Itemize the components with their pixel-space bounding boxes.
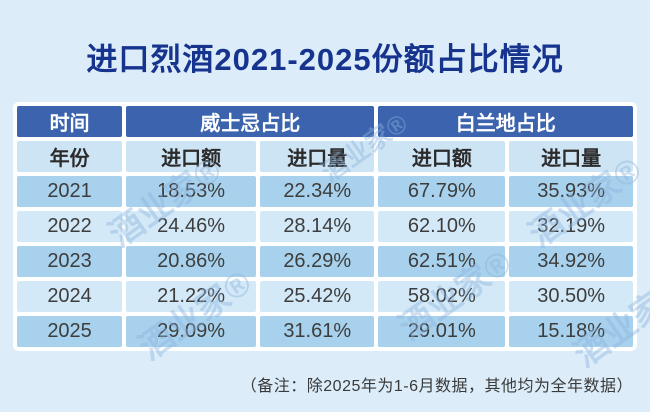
cell-brandy-volume: 15.18% bbox=[509, 316, 633, 347]
cell-brandy-volume: 34.92% bbox=[509, 246, 633, 277]
table-row-2022: 2022 24.46% 28.14% 62.10% 32.19% bbox=[17, 211, 633, 242]
cell-brandy-volume: 30.50% bbox=[509, 281, 633, 312]
sub-header-year: 年份 bbox=[17, 141, 123, 172]
cell-whisky-amount: 24.46% bbox=[126, 211, 257, 242]
sub-header-brandy-amount: 进口额 bbox=[378, 141, 506, 172]
cell-year: 2025 bbox=[17, 316, 123, 347]
cell-whisky-volume: 22.34% bbox=[260, 176, 375, 207]
cell-brandy-amount: 58.02% bbox=[378, 281, 506, 312]
cell-brandy-amount: 62.10% bbox=[378, 211, 506, 242]
cell-brandy-amount: 29.01% bbox=[378, 316, 506, 347]
group-header-brandy: 白兰地占比 bbox=[378, 106, 633, 137]
table-row-2025: 2025 29.09% 31.61% 29.01% 15.18% bbox=[17, 316, 633, 347]
sub-header-brandy-volume: 进口量 bbox=[509, 141, 633, 172]
table-row-2024: 2024 21.22% 25.42% 58.02% 30.50% bbox=[17, 281, 633, 312]
cell-brandy-volume: 32.19% bbox=[509, 211, 633, 242]
share-table: 时间 威士忌占比 白兰地占比 年份 进口额 进口量 进口额 进口量 2021 1… bbox=[13, 102, 637, 351]
cell-brandy-amount: 62.51% bbox=[378, 246, 506, 277]
sub-header-whisky-amount: 进口额 bbox=[126, 141, 257, 172]
footnote: （备注：除2025年为1-6月数据，其他均为全年数据） bbox=[240, 378, 633, 395]
cell-brandy-volume: 35.93% bbox=[509, 176, 633, 207]
cell-whisky-volume: 28.14% bbox=[260, 211, 375, 242]
table-row-2021: 2021 18.53% 22.34% 67.79% 35.93% bbox=[17, 176, 633, 207]
table-row-2023: 2023 20.86% 26.29% 62.51% 34.92% bbox=[17, 246, 633, 277]
cell-year: 2024 bbox=[17, 281, 123, 312]
cell-whisky-amount: 29.09% bbox=[126, 316, 257, 347]
cell-whisky-amount: 18.53% bbox=[126, 176, 257, 207]
cell-year: 2022 bbox=[17, 211, 123, 242]
sub-header-whisky-volume: 进口量 bbox=[260, 141, 375, 172]
cell-brandy-amount: 67.79% bbox=[378, 176, 506, 207]
share-table-container: 时间 威士忌占比 白兰地占比 年份 进口额 进口量 进口额 进口量 2021 1… bbox=[13, 102, 637, 351]
cell-year: 2021 bbox=[17, 176, 123, 207]
group-header-time: 时间 bbox=[17, 106, 123, 137]
cell-whisky-volume: 31.61% bbox=[260, 316, 375, 347]
cell-whisky-amount: 21.22% bbox=[126, 281, 257, 312]
sub-header-row: 年份 进口额 进口量 进口额 进口量 bbox=[17, 141, 633, 172]
cell-whisky-volume: 26.29% bbox=[260, 246, 375, 277]
group-header-row: 时间 威士忌占比 白兰地占比 bbox=[17, 106, 633, 137]
cell-year: 2023 bbox=[17, 246, 123, 277]
page-title: 进口烈酒2021-2025份额占比情况 bbox=[86, 42, 564, 77]
group-header-whisky: 威士忌占比 bbox=[126, 106, 375, 137]
cell-whisky-volume: 25.42% bbox=[260, 281, 375, 312]
cell-whisky-amount: 20.86% bbox=[126, 246, 257, 277]
